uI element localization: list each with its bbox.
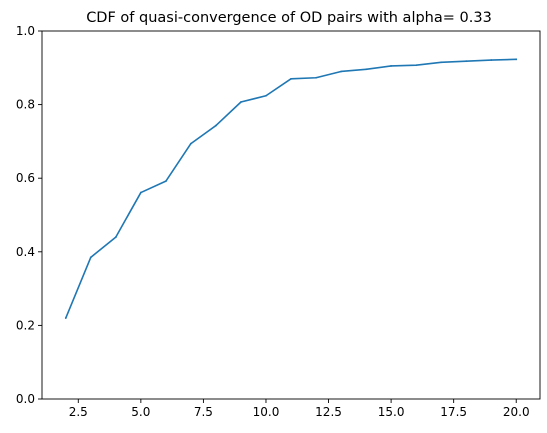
data-point (490, 59, 493, 61)
x-tick-label: 12.5 (315, 405, 342, 419)
y-tick-label: 0.8 (16, 98, 35, 112)
data-point (515, 58, 518, 61)
data-point (114, 236, 117, 238)
x-tick-label: 10.0 (253, 405, 280, 419)
x-tick-label: 20.0 (503, 405, 530, 419)
data-point (390, 65, 393, 67)
x-tick-label: 5.0 (131, 405, 150, 419)
data-point (265, 94, 267, 97)
axes-frame (41, 30, 541, 400)
data-point (365, 68, 367, 71)
y-tick-label: 1.0 (16, 24, 35, 38)
x-tick-label: 2.5 (69, 405, 88, 419)
data-point (290, 77, 292, 80)
data-point (164, 180, 167, 183)
y-tick-label: 0.2 (16, 318, 35, 332)
x-tick-label: 7.5 (194, 405, 213, 419)
y-tick-label: 0.4 (16, 245, 35, 259)
data-point (215, 124, 217, 127)
y-tick-label: 0.0 (16, 392, 35, 406)
data-point (415, 64, 418, 67)
x-tick-label: 17.5 (440, 405, 467, 419)
data-point (139, 191, 142, 194)
data-point (440, 61, 443, 64)
data-point (315, 76, 317, 79)
data-point (465, 60, 468, 63)
chart-title: CDF of quasi-convergence of OD pairs wit… (86, 10, 492, 26)
plot-area: 2.5 5.0 7.5 10.0 12.5 15.0 17.5 20.0 0.0 0.2 0.4 0.… (16, 24, 541, 419)
x-tick-label: 15.0 (378, 405, 405, 419)
data-point (189, 142, 192, 145)
data-point (64, 317, 67, 319)
data-point (89, 256, 92, 259)
data-point (240, 101, 242, 103)
y-tick-label: 0.6 (16, 171, 35, 185)
data-point (340, 70, 342, 73)
